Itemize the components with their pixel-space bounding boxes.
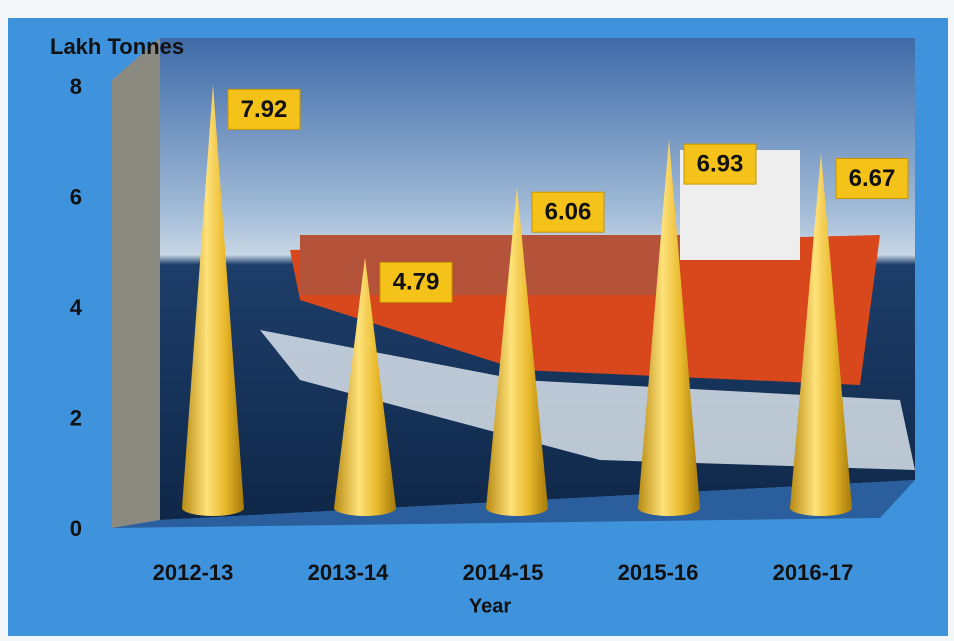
y-tick-label: 2 (70, 405, 82, 430)
cone (638, 139, 700, 516)
y-axis-label: Lakh Tonnes (50, 34, 184, 59)
cone (334, 257, 396, 516)
left-wall (112, 38, 160, 528)
value-label-box (835, 157, 909, 199)
x-tick-label: 2014-15 (463, 560, 544, 585)
x-tick-label: 2012-13 (153, 560, 234, 585)
cone (486, 187, 548, 516)
x-tick-label: 2013-14 (308, 560, 390, 585)
value-label: 6.93 (697, 150, 744, 177)
value-label: 6.67 (849, 165, 896, 192)
value-label-box (531, 191, 605, 233)
value-label-box (227, 88, 301, 130)
containers (300, 235, 680, 295)
value-label-box (683, 143, 757, 185)
wake (260, 330, 915, 470)
value-label: 4.79 (393, 269, 440, 296)
x-tick-label: 2016-17 (773, 560, 854, 585)
value-label: 7.92 (241, 96, 288, 123)
y-tick-label: 6 (70, 184, 82, 209)
y-tick-label: 0 (70, 516, 82, 541)
value-label-box (379, 261, 453, 303)
x-tick-label: 2015-16 (618, 560, 699, 585)
y-tick-label: 4 (70, 295, 83, 320)
cone (182, 84, 244, 517)
cone (790, 153, 852, 517)
y-tick-label: 8 (70, 74, 82, 99)
x-axis-label: Year (469, 595, 511, 617)
value-label: 6.06 (545, 199, 592, 226)
